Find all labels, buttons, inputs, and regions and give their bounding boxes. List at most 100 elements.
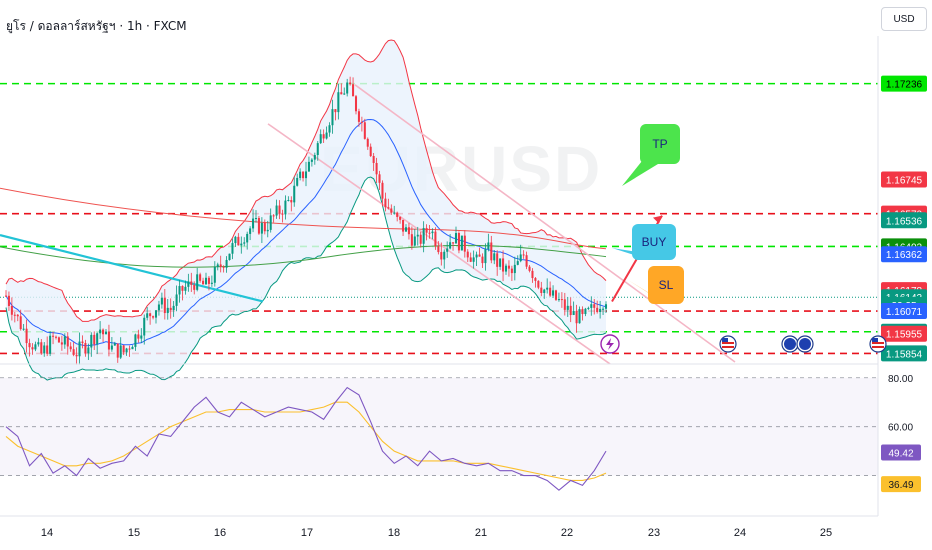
candle-body bbox=[43, 345, 46, 354]
tp-callout-label: TP bbox=[652, 137, 667, 151]
candle-body bbox=[293, 185, 296, 203]
time-tick-label: 16 bbox=[214, 527, 226, 539]
candle-body bbox=[37, 342, 40, 345]
candle-body bbox=[281, 213, 284, 215]
candle-body bbox=[140, 335, 143, 339]
currency-button[interactable]: USD bbox=[881, 7, 927, 31]
candle-body bbox=[366, 138, 369, 147]
candle-body bbox=[304, 171, 308, 179]
candle-body bbox=[328, 125, 331, 133]
candle-body bbox=[316, 143, 319, 156]
candle-body bbox=[260, 222, 263, 234]
candle-body bbox=[46, 345, 49, 354]
candle-body bbox=[196, 274, 199, 290]
candle-body bbox=[581, 309, 584, 315]
candle-body bbox=[254, 218, 258, 220]
candle-body bbox=[460, 235, 463, 251]
rsi-value-box bbox=[881, 444, 921, 461]
candle-body bbox=[416, 234, 419, 237]
candle-body bbox=[90, 334, 93, 348]
candle-body bbox=[137, 334, 140, 339]
candle-body bbox=[510, 268, 513, 274]
candle-body bbox=[57, 337, 60, 343]
candle-body bbox=[160, 297, 163, 305]
candle-body bbox=[166, 307, 169, 314]
candle-body bbox=[99, 329, 102, 334]
candle-body bbox=[143, 317, 146, 336]
candle-body bbox=[104, 331, 108, 335]
candle-body bbox=[125, 348, 128, 353]
candle-body bbox=[296, 177, 299, 186]
candle-body bbox=[419, 234, 422, 244]
candle-body bbox=[246, 233, 249, 243]
candle-body bbox=[66, 336, 69, 347]
ma-green-line bbox=[0, 244, 607, 268]
candle-body bbox=[10, 305, 13, 315]
flag-canton bbox=[722, 338, 728, 342]
candle-body bbox=[4, 295, 8, 297]
candle-body bbox=[578, 309, 581, 324]
moving-averages bbox=[0, 187, 607, 268]
rsi-pane bbox=[0, 363, 932, 491]
candle-body bbox=[31, 347, 34, 350]
candle-body bbox=[590, 304, 593, 308]
candle-body bbox=[228, 253, 231, 260]
candle-body bbox=[178, 286, 181, 295]
symbol-title[interactable]: ยูโร / ดอลลาร์สหรัฐฯ · 1h · FXCM bbox=[6, 19, 187, 33]
candle-body bbox=[413, 236, 416, 246]
candle-body bbox=[63, 336, 66, 345]
candle-body bbox=[528, 266, 531, 271]
price-label-box bbox=[881, 345, 927, 362]
bb-fill bbox=[6, 40, 606, 381]
candle-body bbox=[163, 297, 166, 314]
candle-body bbox=[340, 92, 343, 95]
candle-body bbox=[275, 205, 278, 216]
candle-body bbox=[175, 294, 178, 306]
price-label: 1.15955 bbox=[886, 330, 923, 341]
candle-body bbox=[299, 171, 302, 178]
candle-body bbox=[422, 227, 425, 244]
rsi-value-label: 36.49 bbox=[888, 480, 913, 491]
candle-body bbox=[569, 305, 572, 316]
price-label-box bbox=[881, 171, 927, 188]
candle-body bbox=[396, 212, 399, 217]
buy-callout-label: BUY bbox=[642, 235, 667, 249]
candle-body bbox=[493, 253, 496, 261]
candle-body bbox=[207, 277, 210, 284]
candle-body bbox=[278, 205, 281, 214]
candle-body bbox=[357, 111, 360, 122]
candle-body bbox=[481, 256, 484, 264]
candle-body bbox=[384, 198, 387, 208]
candle-body bbox=[431, 231, 434, 234]
candle-body bbox=[437, 246, 440, 253]
candle-body bbox=[513, 264, 516, 274]
candle-body bbox=[410, 234, 413, 246]
candle-body bbox=[181, 286, 184, 291]
candle-body bbox=[490, 242, 493, 261]
candle-body bbox=[72, 349, 75, 355]
candle-body bbox=[363, 122, 366, 139]
candle-body bbox=[440, 252, 443, 260]
candle-body bbox=[193, 284, 196, 290]
bollinger-bands bbox=[5, 39, 607, 381]
candle-body bbox=[566, 305, 569, 310]
price-axis: 1.172361.167451.165701.165361.164021.163… bbox=[877, 0, 932, 550]
candle-body bbox=[272, 215, 275, 217]
candle-body bbox=[184, 286, 187, 291]
candle-body bbox=[446, 248, 449, 252]
candle-body bbox=[354, 96, 358, 112]
candle-body bbox=[375, 162, 378, 175]
candle-body bbox=[313, 155, 316, 160]
candle-body bbox=[469, 257, 472, 262]
candle-body bbox=[602, 308, 605, 310]
rsi-axis-label: 80.00 bbox=[888, 374, 913, 385]
candle-body bbox=[352, 84, 355, 97]
candle-body bbox=[587, 307, 590, 309]
candle-body bbox=[399, 216, 402, 220]
candle-body bbox=[219, 264, 222, 267]
candle-body bbox=[107, 331, 110, 350]
candle-body bbox=[507, 265, 510, 269]
candle-body bbox=[169, 307, 172, 311]
flag-fill bbox=[784, 338, 796, 350]
